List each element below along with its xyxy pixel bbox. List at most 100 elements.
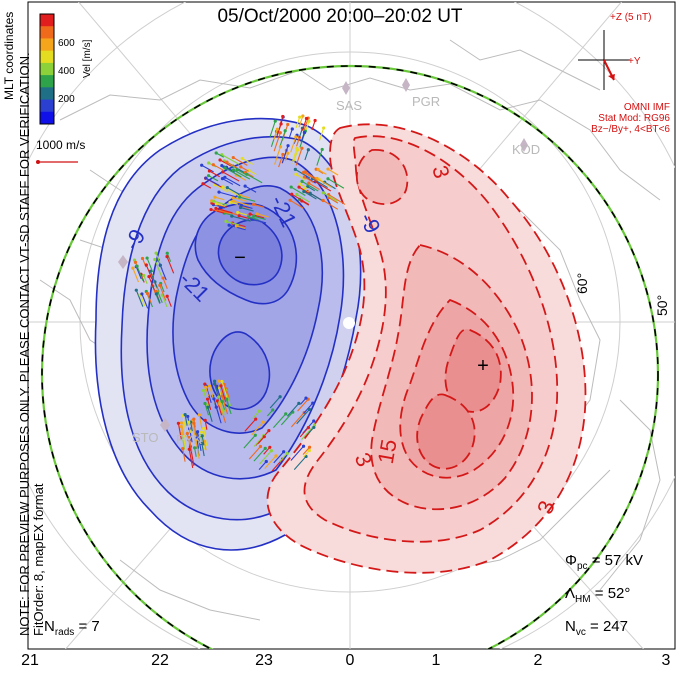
velocity-vector	[213, 200, 228, 206]
velocity-vector-origin	[223, 175, 227, 179]
velocity-vector-origin	[301, 170, 306, 174]
velocity-vector-origin	[161, 276, 165, 280]
velocity-vector-origin	[158, 283, 162, 288]
velocity-vector-origin	[304, 116, 309, 121]
negative-potential-cell	[94, 117, 377, 551]
velocity-vector-origin	[302, 189, 306, 194]
velocity-vector-origin	[271, 408, 275, 412]
velocity-vector-origin	[218, 158, 222, 162]
velocity-vector	[290, 186, 306, 196]
velocity-vector	[327, 168, 339, 176]
velocity-vector	[303, 117, 309, 132]
velocity-vector-origin	[257, 409, 261, 413]
velocity-vector-origin	[296, 148, 300, 152]
velocity-vector	[224, 167, 242, 178]
velocity-vector	[136, 265, 144, 281]
velocity-vector-origin	[243, 184, 247, 188]
velocity-vectors	[131, 114, 346, 472]
velocity-vector	[303, 402, 314, 414]
velocity-vector-origin	[200, 442, 204, 446]
velocity-vector	[207, 407, 213, 422]
velocity-vector	[302, 446, 310, 455]
velocity-vector-origin	[311, 401, 315, 405]
velocity-vector-origin	[221, 185, 225, 189]
velocity-vector-origin	[326, 167, 330, 171]
velocity-vector-origin	[220, 399, 224, 404]
mlt-tick: 23	[255, 652, 273, 669]
velocity-vector	[253, 448, 266, 462]
magnetic-pole-marker	[343, 317, 355, 329]
velocity-vector	[182, 415, 187, 433]
velocity-vector	[149, 270, 158, 288]
velocity-vector	[201, 443, 205, 457]
velocity-vector-origin	[262, 435, 266, 439]
velocity-scale-vector	[36, 160, 78, 164]
velocity-vector-origin	[316, 167, 320, 172]
velocity-vector-origin	[213, 382, 217, 386]
velocity-vector	[305, 176, 316, 184]
velocity-vector-origin	[225, 397, 229, 401]
velocity-colorbar	[39, 13, 55, 125]
site-marker-sto	[160, 418, 170, 432]
velocity-vector-origin	[200, 163, 204, 167]
velocity-vector	[182, 448, 186, 462]
velocity-vector	[253, 203, 265, 208]
mlt-tick: 22	[151, 652, 169, 669]
velocity-vector-origin	[142, 273, 146, 278]
velocity-vector-origin	[321, 198, 325, 203]
cross-polar-potential: Φpc = 57 kV	[565, 552, 643, 572]
velocity-vector	[248, 446, 261, 460]
velocity-vector-origin	[197, 413, 201, 417]
velocity-vector-origin	[293, 167, 297, 172]
velocity-vector	[286, 403, 300, 417]
map-title: 05/Oct/2000 20:00–20:02 UT	[217, 6, 463, 27]
imf-source: OMNI IMF	[623, 102, 670, 113]
velocity-vector-origin	[179, 421, 184, 425]
velocity-vector-origin	[301, 114, 305, 118]
velocity-vector-origin	[225, 160, 229, 164]
imf-z-label: +Z (5 nT)	[610, 12, 652, 23]
velocity-vector-origin	[255, 212, 259, 216]
velocity-vector-origin	[307, 445, 312, 449]
velocity-vector-origin	[214, 206, 218, 210]
velocity-vector	[279, 130, 286, 147]
velocity-vector	[139, 294, 146, 307]
velocity-vector	[269, 121, 276, 137]
mlt-tick: 3	[661, 652, 671, 669]
velocity-vector	[296, 193, 310, 203]
velocity-vector-origin	[203, 401, 207, 406]
velocity-vector	[244, 185, 257, 193]
velocity-vector	[157, 291, 163, 303]
velocity-vector-origin	[289, 185, 293, 189]
imf-condition: Bz−/By+, 4<BT<6	[591, 124, 670, 135]
colorbar-tick: 200	[58, 94, 75, 105]
velocity-vector	[214, 383, 220, 398]
velocity-vector	[324, 181, 336, 190]
velocity-vector	[210, 209, 225, 214]
velocity-vector	[182, 436, 187, 451]
velocity-vector	[184, 414, 188, 426]
velocity-vector-origin	[206, 174, 211, 178]
velocity-vector	[198, 414, 203, 429]
velocity-vector	[299, 427, 309, 438]
radar-count: Nrads = 7	[44, 618, 100, 638]
velocity-vector-origin	[237, 195, 242, 199]
velocity-vector-origin	[297, 185, 301, 189]
velocity-vector-origin	[212, 199, 216, 203]
velocity-vector	[253, 435, 265, 447]
velocity-vector-origin	[307, 119, 311, 123]
velocity-vector-origin	[134, 288, 138, 292]
velocity-vector	[273, 132, 281, 152]
velocity-vector-origin	[274, 454, 278, 458]
velocity-vector	[231, 215, 251, 222]
velocity-vector	[251, 421, 264, 436]
velocity-vector-origin	[187, 420, 191, 424]
velocity-vector-origin	[194, 438, 198, 442]
velocity-vector	[327, 178, 345, 189]
mlt-tick: 0	[345, 652, 355, 669]
velocity-vector-origin	[312, 425, 316, 430]
velocity-vector-origin	[268, 445, 272, 449]
velocity-vector-origin	[183, 413, 187, 417]
velocity-vector-origin	[281, 152, 285, 157]
velocity-vector	[318, 127, 325, 141]
